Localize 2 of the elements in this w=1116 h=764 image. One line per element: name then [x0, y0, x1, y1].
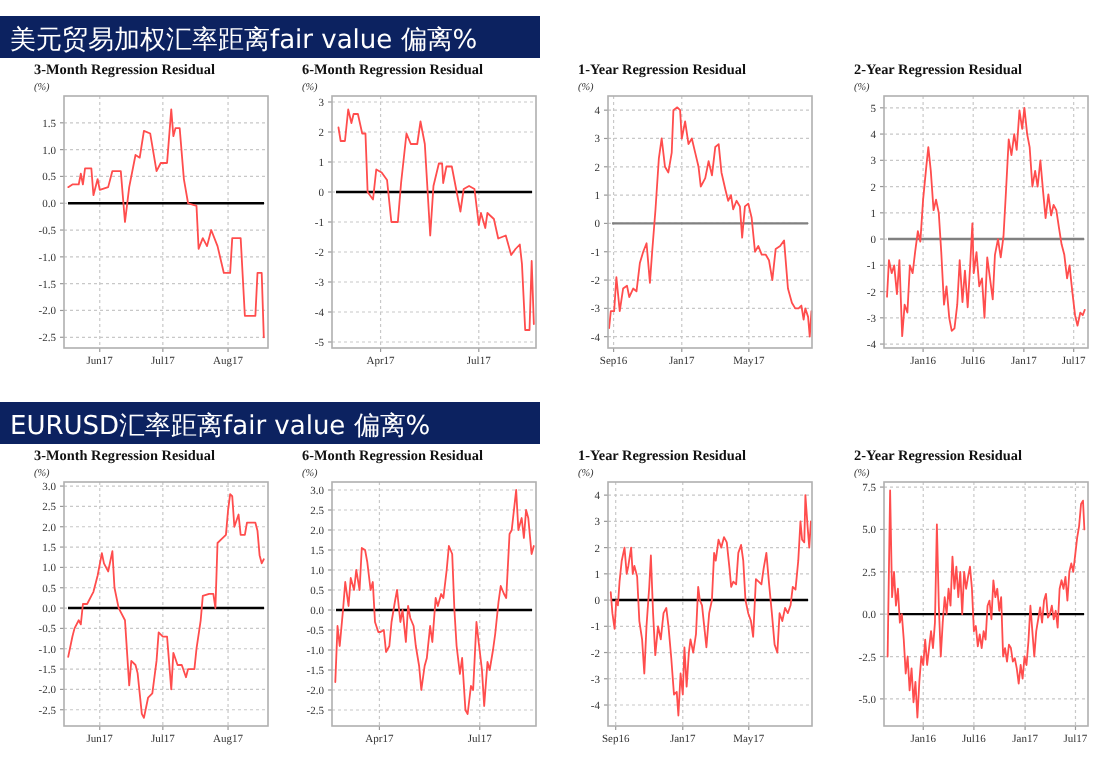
- text: EURUSD汇率距离fair value 偏离%: [10, 410, 431, 442]
- text: 美元贸易加权汇率距离fair value 偏离%: [10, 24, 478, 56]
